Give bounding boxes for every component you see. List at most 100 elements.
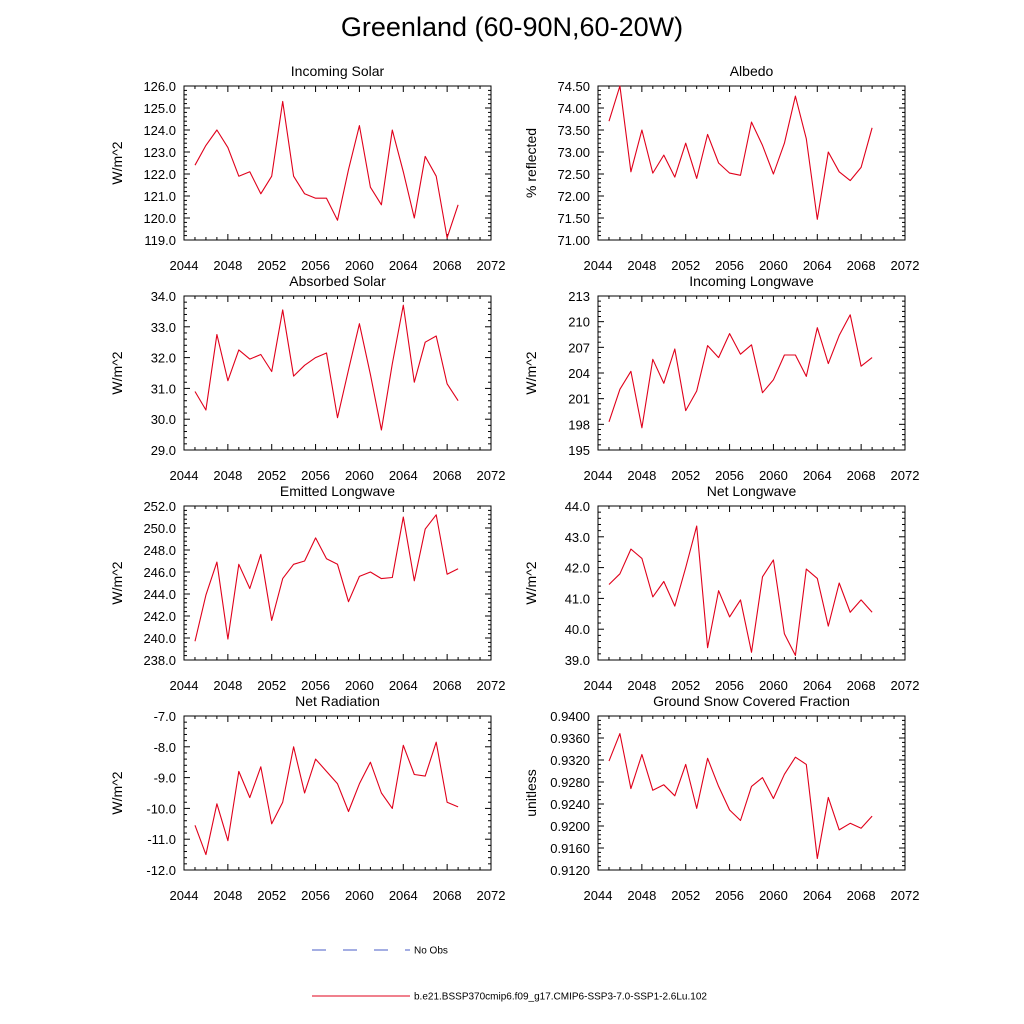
chart-panel: Absorbed Solar W/m^2 2044 2048 2052 2056 2060 2… [109,273,505,483]
y-tick-label: 126.0 [143,79,176,94]
y-tick-label: 74.50 [557,79,590,94]
y-tick-label: -9.0 [154,771,176,786]
x-tick-label: 2072 [891,678,920,693]
x-tick-label: 2060 [345,888,374,903]
y-axis-label: W/m^2 [109,141,125,184]
chart-panel: Incoming Longwave W/m^2 2044 2048 2052 2056 20… [523,273,919,483]
y-tick-label: 242.0 [143,609,176,624]
y-tick-label: 33.0 [151,320,176,335]
x-tick-label: 2052 [257,678,286,693]
x-tick-label: 2056 [715,468,744,483]
y-tick-label: 74.00 [557,101,590,116]
series-line [194,100,459,239]
x-tick-label: 2064 [389,468,418,483]
x-tick-label: 2064 [803,678,832,693]
x-tick-label: 2060 [345,258,374,273]
y-tick-label: 244.0 [143,587,176,602]
chart-panel: Net Longwave W/m^2 2044 2048 2052 2056 2060 206… [523,483,919,693]
series-line [194,741,459,856]
y-tick-label: 72.50 [557,167,590,182]
y-tick-label: 198 [568,417,590,432]
y-axis-label: W/m^2 [523,561,539,604]
plot-frame [183,85,492,241]
series-line [608,85,873,220]
x-tick-label: 2048 [213,468,242,483]
y-tick-label: 207 [568,340,590,355]
y-tick-label: -10.0 [146,801,176,816]
y-tick-label: -12.0 [146,863,176,878]
plot-frame [597,295,906,451]
y-axis-label: W/m^2 [523,351,539,394]
x-tick-label: 2052 [257,888,286,903]
y-tick-label: 44.0 [565,499,590,514]
x-tick-label: 2064 [389,888,418,903]
y-tick-label: 240.0 [143,631,176,646]
y-axis-label: W/m^2 [109,351,125,394]
y-tick-label: 125.0 [143,101,176,116]
x-tick-label: 2068 [433,888,462,903]
y-tick-label: 0.9280 [550,775,590,790]
y-tick-label: 73.50 [557,123,590,138]
y-tick-label: 120.0 [143,211,176,226]
y-tick-label: 246.0 [143,565,176,580]
chart-title: Incoming Longwave [689,273,814,289]
x-tick-label: 2072 [891,468,920,483]
x-tick-label: 2072 [891,258,920,273]
x-tick-label: 2044 [170,888,199,903]
x-tick-label: 2072 [477,258,506,273]
y-tick-label: -7.0 [154,709,176,724]
x-tick-label: 2064 [389,258,418,273]
chart-title: Ground Snow Covered Fraction [653,693,850,709]
plot-frame [597,85,906,241]
y-axis-label: W/m^2 [109,561,125,604]
y-tick-label: 201 [568,392,590,407]
chart-panel: Incoming Solar W/m^2 2044 2048 2052 2056 2060 2… [109,63,505,273]
x-tick-label: 2068 [847,258,876,273]
x-tick-label: 2064 [803,468,832,483]
y-tick-label: 39.0 [565,653,590,668]
y-tick-label: 73.00 [557,145,590,160]
y-axis-label: % reflected [523,128,539,198]
y-tick-label: 250.0 [143,521,176,536]
y-tick-label: 0.9360 [550,731,590,746]
x-tick-label: 2060 [759,468,788,483]
x-tick-label: 2072 [477,888,506,903]
x-tick-label: 2072 [477,678,506,693]
y-tick-label: 0.9160 [550,841,590,856]
x-tick-label: 2048 [627,468,656,483]
y-tick-label: -11.0 [147,832,176,847]
y-tick-label: 31.0 [151,381,176,396]
y-tick-label: 0.9320 [550,753,590,768]
y-tick-label: 121.0 [143,189,176,204]
y-tick-label: 0.9200 [550,819,590,834]
series-line [194,514,459,642]
y-tick-label: 238.0 [143,653,176,668]
x-tick-label: 2052 [257,468,286,483]
y-tick-label: 41.0 [565,591,590,606]
x-tick-label: 2068 [847,468,876,483]
x-tick-label: 2048 [213,258,242,273]
x-tick-label: 2052 [257,258,286,273]
x-tick-label: 2048 [213,678,242,693]
y-tick-label: 32.0 [151,351,176,366]
x-tick-label: 2052 [671,888,700,903]
y-tick-label: -8.0 [154,740,176,755]
x-tick-label: 2060 [759,678,788,693]
y-tick-label: 71.50 [557,211,590,226]
chart-panel: Net Radiation W/m^2 2044 2048 2052 2056 2060 20… [109,693,505,903]
x-tick-label: 2068 [847,888,876,903]
x-tick-label: 2060 [759,258,788,273]
chart-title: Albedo [730,63,774,79]
x-tick-label: 2052 [671,258,700,273]
y-tick-label: 252.0 [143,499,176,514]
y-tick-label: 248.0 [143,543,176,558]
x-tick-label: 2060 [345,468,374,483]
y-tick-label: 29.0 [151,443,176,458]
x-tick-label: 2056 [301,468,330,483]
x-tick-label: 2072 [891,888,920,903]
x-tick-label: 2068 [433,258,462,273]
x-tick-label: 2048 [627,678,656,693]
y-tick-label: 213 [568,289,590,304]
chart-title: Net Longwave [707,483,797,499]
